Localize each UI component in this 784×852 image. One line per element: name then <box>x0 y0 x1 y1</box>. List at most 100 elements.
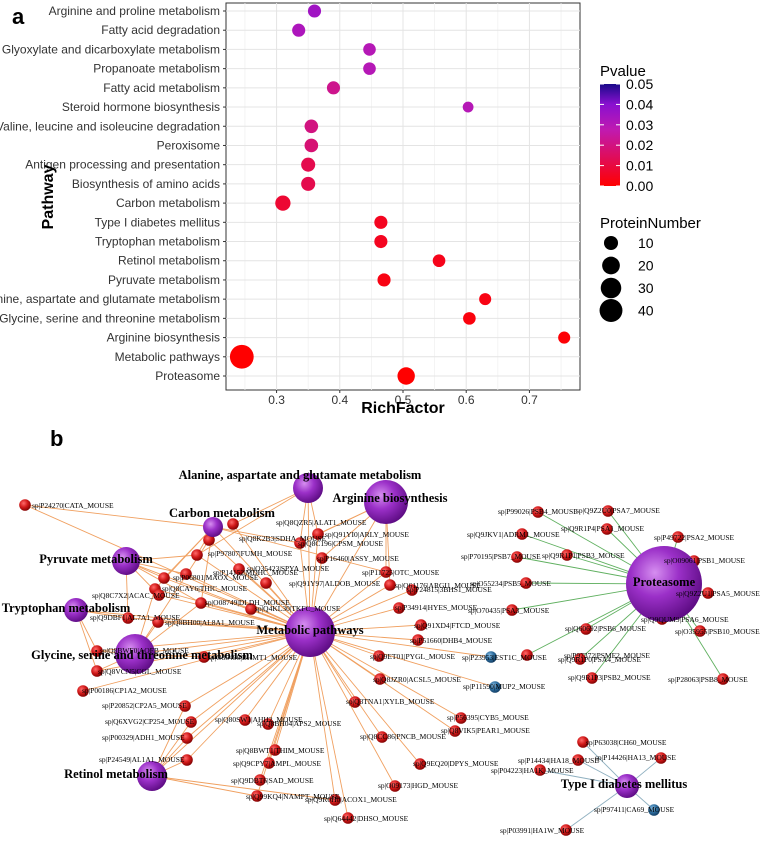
protein-label: sp|Q91XD4|FTCD_MOUSE <box>414 621 501 630</box>
edge-metabolic <box>158 594 311 633</box>
size-legend-dot <box>602 256 620 275</box>
size-legend-label: 10 <box>638 235 654 251</box>
protein-node-metabolic <box>376 731 388 743</box>
protein-node-metabolic <box>406 584 418 596</box>
protein-label: sp|Q9JKV1|ADRM1_MOUSE <box>467 530 560 539</box>
hub-label-retinol: Retinol metabolism <box>64 767 168 781</box>
point-retinol-metabolism <box>432 254 446 268</box>
edge-alanine <box>196 487 309 556</box>
points <box>229 4 571 385</box>
size-legend-label: 40 <box>638 303 654 319</box>
edge-retinol <box>151 775 258 797</box>
point-carbon-metabolism <box>275 195 291 211</box>
x-tick-labels: 0.3 0.4 0.5 0.6 0.7 <box>268 390 538 407</box>
protein-label: sp|P49722|PSA2_MOUSE <box>654 533 735 542</box>
protein-label: sp|Q8BWT1|THIM_MOUSE <box>236 746 325 755</box>
protein-node-metabolic <box>181 754 193 766</box>
pathway-label-glyoxylate-and-dicarboxylate-metabolism: Glyoxylate and dicarboxylate metabolism <box>2 42 220 56</box>
protein-label: sp|P00186|CP1A2_MOUSE <box>82 686 167 695</box>
protein-node-proteasome <box>702 587 714 599</box>
hub-node-diabetes <box>615 774 639 798</box>
hub-node-pyruvate <box>112 547 140 575</box>
protein-node-metabolic <box>316 552 328 564</box>
point-steroid-hormone-biosynthesis <box>462 101 474 113</box>
protein-node-metabolic <box>329 794 341 806</box>
grid <box>226 3 580 390</box>
protein-label: sp|P97372|PSME2_MOUSE <box>564 651 650 660</box>
hub-node-metabolic <box>285 607 335 657</box>
protein-node-metabolic <box>198 651 210 663</box>
network-labels: sp|P24270|CATA_MOUSE sp|Q8QZR5|ALAT1_MOUS… <box>2 468 761 835</box>
point-type-i-diabetes-mellitus <box>374 215 388 229</box>
protein-node-metabolic <box>349 696 361 708</box>
protein-node-metabolic <box>254 774 266 786</box>
hub-label-glycine: Glycine, serine and threonine metabolism <box>31 648 253 662</box>
edge-carbon <box>212 526 301 544</box>
point-glycine-serine-and-threonine-metabolism <box>463 312 476 325</box>
edge-hub <box>134 631 311 655</box>
protein-label: sp|P51660|DHB4_MOUSE <box>410 636 493 645</box>
protein-node-metabolic <box>191 549 203 561</box>
edge-metabolic <box>256 631 311 797</box>
pathway-label-alanine-aspartate-and-glutamate-metabolism: Alanine, aspartate and glutamate metabol… <box>0 292 220 306</box>
protein-node-metabolic <box>263 757 275 769</box>
protein-node-metabolic <box>91 645 103 657</box>
panel-a: a Arginine and proline metabolism Fatty a… <box>0 2 701 417</box>
protein-node-metabolic <box>203 534 215 546</box>
protein-node-metabolic <box>294 537 306 549</box>
hub-label-carbon: Carbon metabolism <box>169 506 275 520</box>
hub-label-tryptophan: Tryptophan metabolism <box>2 601 131 615</box>
protein-node-metabolic <box>414 758 426 770</box>
protein-label: sp|Q9CPY7|AMPL_MOUSE <box>233 759 321 768</box>
point-proteasome <box>397 367 415 385</box>
protein-node-metabolic <box>455 712 467 724</box>
size-legend-dot <box>599 299 623 322</box>
edge-metabolic <box>186 631 311 739</box>
protein-node-metabolic <box>179 700 191 712</box>
protein-node-proteasome <box>580 623 592 635</box>
protein-node-metabolic <box>180 568 192 580</box>
hub-label-metabolic: Metabolic pathways <box>256 623 363 637</box>
colorbar-label: 0.03 <box>626 117 653 133</box>
colorbar-label: 0.04 <box>626 96 653 112</box>
protein-label: sp|Q8QZR5|ALAT1_MOUSE <box>276 518 367 527</box>
protein-node-metabolic <box>489 681 501 693</box>
hub-label-alanine: Alanine, aspartate and glutamate metabol… <box>179 468 422 482</box>
protein-node-metabolic <box>384 579 396 591</box>
protein-label: sp|Q99KQ4|NAMPT_MOUSE <box>246 792 340 801</box>
pathway-label-pyruvate-metabolism: Pyruvate metabolism <box>108 273 220 287</box>
edge-hub <box>151 631 311 777</box>
protein-label: sp|Q3TNA1|XYLB_MOUSE <box>346 697 435 706</box>
protein-label: sp|P99026|PSB4_MOUSE <box>498 507 578 516</box>
protein-label: sp|Q9R1P0|PSA4_MOUSE <box>558 655 641 664</box>
hub-label-arginine: Arginine biosynthesis <box>333 491 448 505</box>
hub-node-tryptophan <box>64 598 88 622</box>
protein-label: sp|Q8K2B3|SDHA_MOUSE <box>239 534 327 543</box>
pvalue-colorbar <box>600 84 620 186</box>
protein-node-metabolic <box>185 716 197 728</box>
protein-node-metabolic <box>227 518 239 530</box>
protein-label: sp|Q9ET01|PYGL_MOUSE <box>370 652 456 661</box>
pathway-label-fatty-acid-metabolism: Fatty acid metabolism <box>103 81 220 95</box>
edge-metabolic <box>157 621 311 633</box>
protein-node-diabetes <box>648 804 660 816</box>
protein-label: sp|O35955|PSB10_MOUSE <box>675 627 760 636</box>
x-tick-label: 0.7 <box>521 393 538 407</box>
size-legend-label: 20 <box>638 258 654 274</box>
protein-node-metabolic <box>393 602 405 614</box>
protein-label: sp|P24815|3BHS1_MOUSE <box>407 585 492 594</box>
protein-node-proteasome <box>694 625 706 637</box>
pvalue-legend-ticks: 0.05 0.04 0.03 0.02 0.01 0.00 <box>600 76 653 194</box>
edge-metabolic <box>309 631 396 787</box>
hub-label-diabetes: Type I diabetes mellitus <box>561 777 688 791</box>
pvalue-legend-title: Pvalue <box>600 63 646 80</box>
protein-node-proteasome <box>601 523 613 535</box>
edge-retinol <box>151 775 336 801</box>
hub-node-alanine <box>293 473 323 503</box>
protein-label: sp|Q9R1P1|PSB3_MOUSE <box>542 551 625 560</box>
size-legend-dot <box>600 277 622 299</box>
protein-node-proteasome <box>717 673 729 685</box>
protein-label: sp|Q9DBT6|SAD_MOUSE <box>231 776 314 785</box>
protein-node-metabolic <box>153 589 165 601</box>
protein-node-metabolic <box>415 619 427 631</box>
